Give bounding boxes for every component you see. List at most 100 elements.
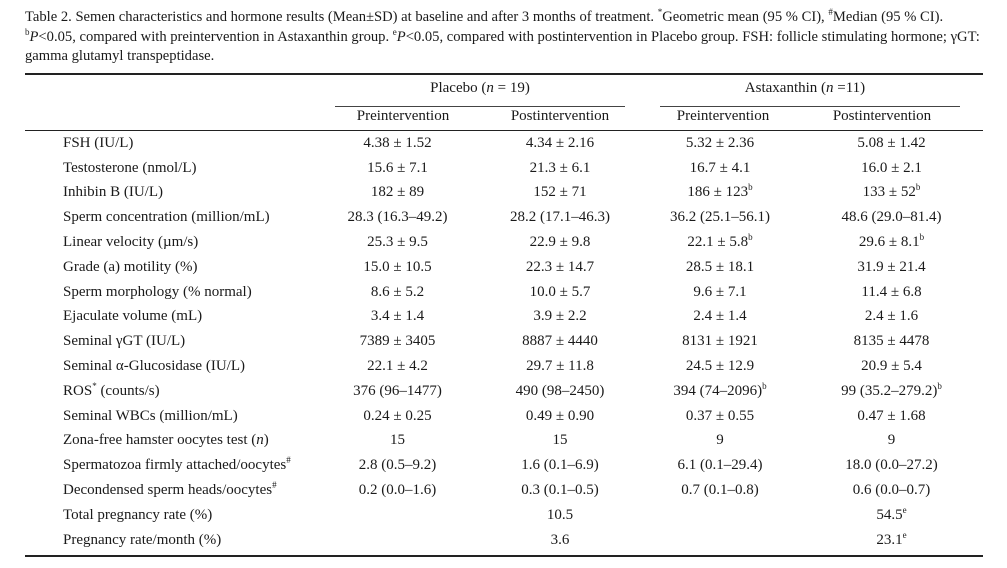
table-cell: 2.4 ± 1.4 — [640, 305, 800, 330]
table-top-rule — [25, 73, 983, 75]
cell-value: 5.08 ± 1.42 — [857, 134, 926, 151]
row-label-text: Testosterone (nmol/L) — [63, 159, 197, 176]
table-row: Zona-free hamster oocytes test (n) 15 15 9 9 — [25, 429, 983, 454]
table-row: Testosterone (nmol/L) 15.6 ± 7.1 21.3 ± 6.… — [25, 156, 983, 181]
row-label: Grade (a) motility (%) — [25, 255, 315, 280]
table-cell: 48.6 (29.0–81.4) — [800, 205, 983, 230]
row-label: FSH (IU/L) — [25, 131, 315, 156]
table-cell: 4.34 ± 2.16 — [480, 131, 640, 156]
row-label: Decondensed sperm heads/oocytes# — [25, 478, 315, 503]
table-cell: 99 (35.2–279.2)b — [800, 379, 983, 404]
table-cell: 54.5e — [800, 503, 983, 528]
row-label-text: Total pregnancy rate (%) — [63, 506, 213, 523]
cell-value: 25.3 ± 9.5 — [367, 234, 428, 251]
row-label-text: (counts/s) — [96, 382, 160, 399]
group-count: =11) — [833, 80, 866, 96]
cell-value: 15.0 ± 10.5 — [363, 258, 432, 275]
row-label-mark: # — [272, 480, 277, 491]
significance-mark: b — [748, 232, 753, 243]
table-cell: 0.47 ± 1.68 — [800, 404, 983, 429]
table-cell: 28.3 (16.3–49.2) — [315, 205, 480, 230]
table-cell: 376 (96–1477) — [315, 379, 480, 404]
placebo-post-header: Postintervention — [510, 108, 610, 124]
row-label: Spermatozoa firmly attached/oocytes# — [25, 453, 315, 478]
table-cell: 5.32 ± 2.36 — [640, 131, 800, 156]
cell-value: 15 — [390, 432, 405, 449]
row-label-text: ) — [263, 432, 269, 449]
table-row: Grade (a) motility (%) 15.0 ± 10.5 22.3 ± … — [25, 255, 983, 280]
cell-value: 28.5 ± 18.1 — [685, 258, 755, 275]
table-cell: 22.1 ± 5.8b — [640, 230, 800, 255]
row-label-text: Grade (a) motility (%) — [63, 258, 198, 275]
row-label-mark: # — [286, 455, 291, 466]
row-label: Testosterone (nmol/L) — [25, 156, 315, 181]
table-cell — [315, 503, 480, 528]
caption-mark: e — [392, 26, 397, 37]
table-cell: 29.6 ± 8.1b — [800, 230, 983, 255]
row-label-mark: * — [92, 380, 97, 391]
table-cell: 4.38 ± 1.52 — [315, 131, 480, 156]
row-label: Inhibin B (IU/L) — [25, 181, 315, 206]
table-cell: 0.6 (0.0–0.7) — [800, 478, 983, 503]
caption-text: Table 2. Semen characteristics and hormo… — [25, 9, 658, 25]
table-row: Linear velocity (µm/s) 25.3 ± 9.5 22.9 ± 9… — [25, 230, 983, 255]
table-cell: 22.3 ± 14.7 — [480, 255, 640, 280]
table-cell: 0.37 ± 0.55 — [640, 404, 800, 429]
row-label: Total pregnancy rate (%) — [25, 503, 315, 528]
table-cell: 31.9 ± 21.4 — [800, 255, 983, 280]
table-cell: 24.5 ± 12.9 — [640, 354, 800, 379]
row-label-text: Sperm concentration (million/mL) — [63, 209, 270, 226]
cell-value: 133 ± 52 — [862, 184, 916, 201]
significance-mark: e — [902, 529, 907, 540]
cell-value: 0.37 ± 0.55 — [685, 407, 755, 424]
significance-mark: b — [762, 380, 767, 391]
cell-value: 8887 ± 4440 — [522, 333, 598, 350]
table-cell: 15.0 ± 10.5 — [315, 255, 480, 280]
cell-value: 10.5 — [546, 506, 574, 523]
table-cell: 11.4 ± 6.8 — [800, 280, 983, 305]
table-cell: 9 — [640, 429, 800, 454]
row-label: Seminal γGT (IU/L) — [25, 329, 315, 354]
row-label-text: Seminal WBCs (million/mL) — [63, 407, 238, 424]
astaxanthin-group-header: Astaxanthin (n =11) — [655, 80, 955, 97]
cell-value: 9.6 ± 7.1 — [693, 283, 747, 300]
cell-value: 9 — [887, 432, 896, 449]
cell-value: 6.1 (0.1–29.4) — [677, 457, 763, 474]
row-label-text: Spermatozoa firmly attached/oocytes — [63, 457, 287, 474]
cell-value: 490 (98–2450) — [515, 382, 605, 399]
cell-value: 36.2 (25.1–56.1) — [670, 209, 770, 226]
row-label: Seminal WBCs (million/mL) — [25, 404, 315, 429]
cell-value: 22.3 ± 14.7 — [525, 258, 595, 275]
row-label: Linear velocity (µm/s) — [25, 230, 315, 255]
table-cell: 8135 ± 4478 — [800, 329, 983, 354]
cell-value: 0.7 (0.1–0.8) — [681, 482, 759, 499]
significance-mark: b — [937, 380, 942, 391]
row-label-text: Inhibin B (IU/L) — [63, 184, 163, 201]
cell-value: 22.1 ± 5.8 — [687, 234, 749, 251]
table-cell: 22.9 ± 9.8 — [480, 230, 640, 255]
table-cell — [640, 503, 800, 528]
results-table-body: FSH (IU/L) 4.38 ± 1.52 4.34 ± 2.16 5.32 ± 2… — [25, 131, 983, 553]
table-cell: 8131 ± 1921 — [640, 329, 800, 354]
cell-value: 3.4 ± 1.4 — [370, 308, 425, 325]
table-cell: 15 — [480, 429, 640, 454]
row-label-text: Seminal α-Glucosidase (IU/L) — [63, 358, 245, 375]
table-cell: 21.3 ± 6.1 — [480, 156, 640, 181]
astaxanthin-pre-header: Preintervention — [676, 108, 770, 124]
row-label-text: Linear velocity (µm/s) — [63, 234, 199, 251]
table-cell: 18.0 (0.0–27.2) — [800, 453, 983, 478]
cell-value: 21.3 ± 6.1 — [529, 159, 591, 176]
caption-text: <0.05, compared with preintervention in … — [38, 28, 393, 45]
table-cell: 16.7 ± 4.1 — [640, 156, 800, 181]
row-label: Sperm concentration (million/mL) — [25, 205, 315, 230]
row-label: Ejaculate volume (mL) — [25, 305, 315, 330]
cell-value: 48.6 (29.0–81.4) — [841, 209, 942, 226]
table-cell: 186 ± 123b — [640, 181, 800, 206]
caption-text: <0.05, compared with postintervention in… — [25, 28, 980, 65]
table-cell: 8.6 ± 5.2 — [315, 280, 480, 305]
table-bottom-rule — [25, 555, 983, 557]
cell-value: 0.3 (0.1–0.5) — [521, 482, 599, 499]
table-row: Pregnancy rate/month (%) 3.6 23.1e — [25, 528, 983, 553]
table-cell: 15 — [315, 429, 480, 454]
table-cell: 3.9 ± 2.2 — [480, 305, 640, 330]
